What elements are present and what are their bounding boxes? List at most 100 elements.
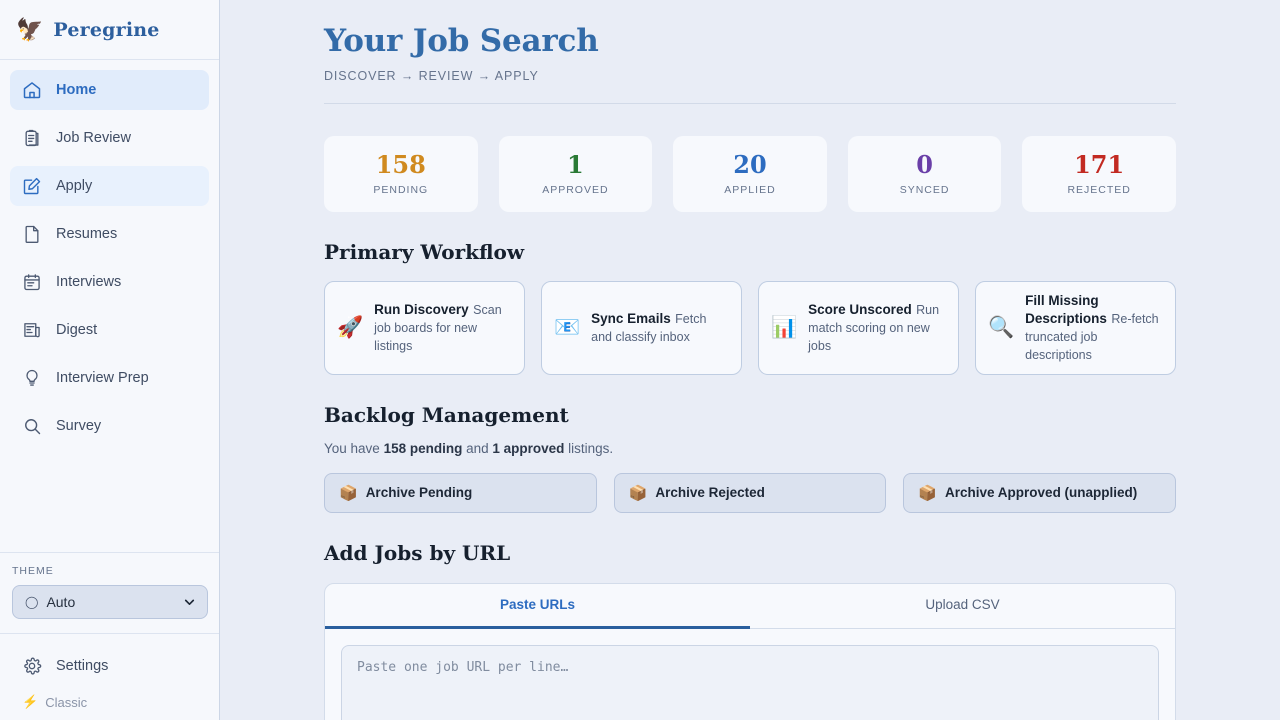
- sidebar-item-interviews[interactable]: Interviews: [10, 262, 209, 302]
- package-icon: 📦: [339, 484, 358, 502]
- main-content: Your Job Search DISCOVER → REVIEW → APPL…: [220, 0, 1280, 720]
- sidebar-item-label: Resumes: [56, 226, 118, 242]
- add-jobs-panel: Paste URLs Upload CSV: [324, 582, 1176, 720]
- stat-value: 20: [733, 149, 767, 179]
- stat-card-approved: 1 APPROVED: [498, 135, 653, 212]
- newspaper-icon: [22, 320, 42, 340]
- archive-rejected-button[interactable]: 📦 Archive Rejected: [613, 472, 887, 513]
- stat-label: APPLIED: [724, 183, 776, 196]
- clipboard-icon: [22, 128, 42, 148]
- email-icon: 📧: [554, 316, 581, 340]
- sidebar-item-label: Survey: [56, 418, 102, 434]
- magnifier-icon: 🔍: [988, 316, 1015, 340]
- stat-card-rejected: 171 REJECTED: [1022, 135, 1176, 212]
- stat-label: REJECTED: [1067, 183, 1131, 196]
- archive-approved-button[interactable]: 📦 Archive Approved (unapplied): [903, 472, 1177, 513]
- tab-upload-csv[interactable]: Upload CSV: [750, 584, 1175, 629]
- tab-label: Paste URLs: [499, 597, 576, 613]
- archive-pending-button[interactable]: 📦 Archive Pending: [324, 472, 597, 513]
- stat-label: PENDING: [373, 183, 429, 196]
- classic-label: Classic: [45, 694, 88, 710]
- backlog-note-middle: and: [462, 440, 493, 456]
- rocket-icon: 🚀: [337, 316, 364, 340]
- document-icon: [22, 224, 42, 244]
- stat-value: 171: [1074, 149, 1125, 179]
- run-discovery-button[interactable]: 🚀 Run Discovery Scan job boards for new …: [324, 280, 525, 375]
- sidebar-item-label: Apply: [56, 178, 93, 194]
- theme-selected-value: Auto: [46, 594, 76, 610]
- calendar-icon: [22, 272, 42, 292]
- workflow-card-subtitle: Scan job boards for new listings: [374, 302, 502, 353]
- circle-icon: ◯: [25, 595, 39, 609]
- edit-pencil-icon: [22, 176, 42, 196]
- classic-mode-link[interactable]: ⚡ Classic: [10, 688, 209, 710]
- gear-icon: [22, 656, 42, 676]
- brand-name: Peregrine: [53, 18, 160, 41]
- backlog-heading: Backlog Management: [324, 402, 569, 427]
- primary-workflow-heading: Primary Workflow: [324, 239, 525, 264]
- sidebar-item-job-review[interactable]: Job Review: [10, 118, 209, 158]
- sidebar-item-label: Home: [56, 82, 97, 98]
- add-jobs-tabs: Paste URLs Upload CSV: [325, 584, 1175, 629]
- archive-buttons-row: 📦 Archive Pending 📦 Archive Rejected 📦 A…: [324, 472, 1177, 513]
- brand-header: 🦅 Peregrine: [0, 0, 219, 60]
- sidebar-item-home[interactable]: Home: [10, 70, 209, 110]
- theme-label: THEME: [12, 565, 54, 577]
- stat-label: APPROVED: [542, 183, 609, 196]
- lightning-icon: ⚡: [22, 694, 39, 709]
- sidebar-footer: Settings ⚡ Classic: [0, 633, 219, 720]
- score-unscored-button[interactable]: 📊 Score Unscored Run match scoring on ne…: [758, 280, 959, 375]
- stat-value: 1: [567, 149, 584, 179]
- sync-emails-button[interactable]: 📧 Sync Emails Fetch and classify inbox: [541, 280, 742, 375]
- workflow-card-title: Sync Emails: [591, 310, 671, 326]
- workflow-card-title: Fill Missing Descriptions: [1025, 292, 1107, 326]
- stat-card-synced: 0 SYNCED: [847, 135, 1002, 212]
- sidebar-item-label: Interview Prep: [56, 370, 149, 386]
- sidebar-item-resumes[interactable]: Resumes: [10, 214, 209, 254]
- sidebar-item-digest[interactable]: Digest: [10, 310, 209, 350]
- sidebar-item-settings[interactable]: Settings: [10, 646, 209, 686]
- header-divider: [324, 102, 1176, 104]
- url-input-textarea[interactable]: [341, 644, 1159, 720]
- workflow-card-title: Run Discovery: [374, 301, 469, 317]
- package-icon: 📦: [918, 484, 938, 502]
- home-icon: [22, 80, 42, 100]
- workflow-card-subtitle: Re-fetch truncated job descriptions: [1025, 311, 1159, 362]
- backlog-approved-count: 1 approved: [492, 440, 565, 456]
- package-icon: 📦: [628, 484, 648, 502]
- stat-value: 0: [916, 149, 933, 179]
- stat-value: 158: [375, 149, 426, 179]
- tab-label: Upload CSV: [925, 597, 1000, 613]
- eagle-icon: 🦅: [16, 16, 44, 42]
- backlog-pending-count: 158 pending: [383, 440, 463, 456]
- tab-paste-urls[interactable]: Paste URLs: [325, 584, 750, 629]
- stat-card-pending: 158 PENDING: [324, 135, 478, 212]
- sidebar-item-label: Settings: [56, 658, 109, 674]
- sidebar-nav: Home Job Review Apply Resumes: [0, 60, 219, 552]
- archive-button-label: Archive Approved (unapplied): [945, 485, 1138, 501]
- theme-select[interactable]: ◯ Auto: [12, 585, 208, 619]
- sidebar-item-apply[interactable]: Apply: [10, 166, 209, 206]
- stats-row: 158 PENDING 1 APPROVED 20 APPLIED 0 SYNC…: [324, 135, 1176, 212]
- backlog-note-prefix: You have: [324, 440, 384, 456]
- stat-card-applied: 20 APPLIED: [673, 135, 827, 212]
- sidebar-item-survey[interactable]: Survey: [10, 406, 209, 446]
- breadcrumb: DISCOVER → REVIEW → APPLY: [324, 68, 539, 83]
- chevron-down-icon: [183, 596, 196, 609]
- primary-workflow-row: 🚀 Run Discovery Scan job boards for new …: [324, 280, 1176, 375]
- stat-label: SYNCED: [899, 183, 950, 196]
- fill-missing-descriptions-button[interactable]: 🔍 Fill Missing Descriptions Re-fetch tru…: [975, 280, 1176, 375]
- theme-section: THEME ◯ Auto: [0, 552, 219, 633]
- sidebar-item-label: Digest: [56, 322, 98, 338]
- workflow-card-subtitle: Run match scoring on new jobs: [808, 302, 940, 353]
- sidebar-item-label: Interviews: [56, 274, 122, 290]
- workflow-card-subtitle: Fetch and classify inbox: [591, 311, 707, 344]
- magnifier-icon: [22, 416, 42, 436]
- sidebar: 🦅 Peregrine Home Job Review Apply: [0, 0, 220, 720]
- page-title: Your Job Search: [324, 23, 599, 59]
- add-jobs-heading: Add Jobs by URL: [324, 540, 511, 565]
- lightbulb-icon: [22, 368, 42, 388]
- backlog-note-suffix: listings.: [564, 440, 614, 456]
- sidebar-item-interview-prep[interactable]: Interview Prep: [10, 358, 209, 398]
